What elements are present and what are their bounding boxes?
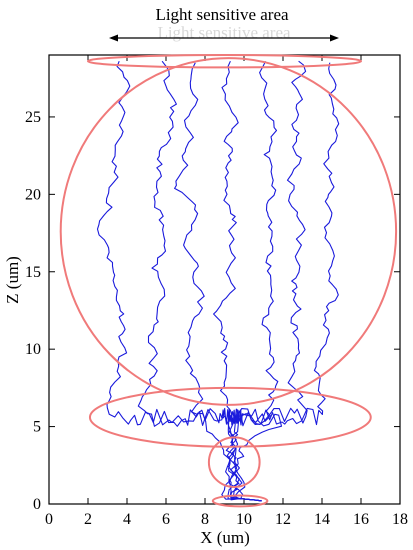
- x-tick-label: 4: [123, 511, 131, 528]
- x-tick-label: 8: [201, 511, 209, 528]
- title-ghost-text: Light sensitive area: [157, 23, 291, 42]
- x-tick-label: 0: [45, 511, 53, 528]
- trajectory-trace: [213, 60, 283, 502]
- x-tick-label: 6: [162, 511, 170, 528]
- x-tick-label: 2: [84, 511, 92, 528]
- trajectory-trace: [225, 62, 340, 502]
- trajectory-trace: [221, 60, 308, 502]
- x-tick-label: 14: [314, 511, 330, 528]
- x-tick-label: 10: [236, 511, 252, 528]
- middle-ellipse: [88, 386, 372, 448]
- y-tick-label: 10: [25, 341, 41, 358]
- x-tick-label: 16: [353, 511, 369, 528]
- axis-ticks: 0 2 4 6 8 10 12 14 16 18 0 5 10 15 20 25: [25, 55, 408, 528]
- double-arrow: [109, 34, 339, 42]
- trajectory-trace: [137, 60, 262, 502]
- region-outlines: [59, 54, 398, 508]
- trajectory-trace: [96, 60, 262, 502]
- bottom-ellipse: [211, 494, 269, 508]
- trajectory-traces: [96, 60, 340, 502]
- figure-title: Light sensitive area: [155, 5, 289, 24]
- trajectory-trace: [174, 62, 262, 502]
- y-tick-label: 5: [33, 419, 41, 436]
- x-axis-label: X (um): [200, 528, 250, 547]
- top-ellipse: [87, 54, 362, 69]
- small-circle: [207, 436, 261, 488]
- y-tick-label: 0: [33, 496, 41, 513]
- trajectory-trace: [227, 60, 279, 502]
- y-tick-label: 25: [25, 109, 41, 126]
- y-tick-label: 20: [25, 186, 41, 203]
- plot-frame: [48, 54, 401, 505]
- x-tick-label: 18: [392, 511, 408, 528]
- y-axis-label: Z (um): [3, 256, 22, 304]
- large-circle: [59, 57, 398, 406]
- x-tick-label: 12: [275, 511, 291, 528]
- y-tick-label: 15: [25, 264, 41, 281]
